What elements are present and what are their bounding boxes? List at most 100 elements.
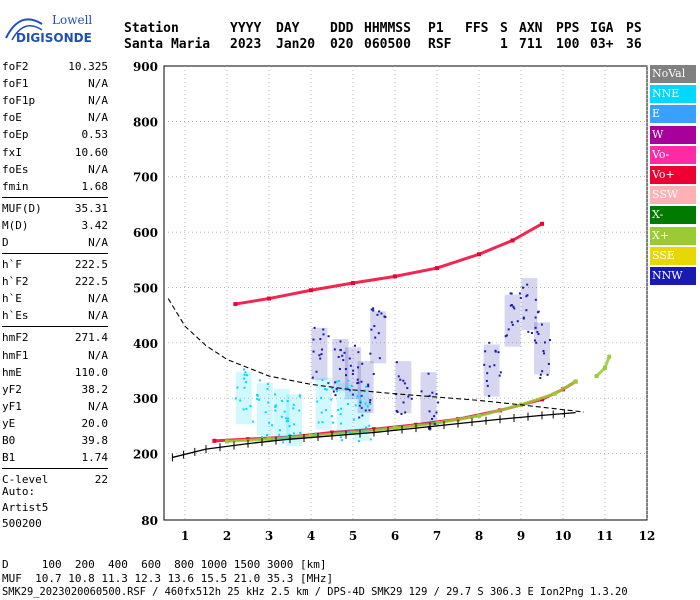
echo-point: [340, 407, 343, 410]
echo-point: [327, 335, 330, 338]
echo-point: [331, 421, 334, 424]
echo-point: [368, 401, 371, 404]
param-md: M(D) 3.42: [2, 217, 108, 234]
echo-cloud: [256, 383, 273, 436]
echo-point: [312, 338, 315, 341]
echo-point: [258, 379, 261, 382]
echo-point: [285, 437, 288, 440]
param-he: h`E N/A: [2, 290, 108, 307]
x-tick-label: 5: [349, 529, 357, 543]
param-name: yF1: [2, 399, 22, 413]
echo-point: [437, 401, 440, 404]
echo-point: [357, 366, 360, 369]
echo-point: [274, 404, 277, 407]
auto-label: Auto:: [2, 485, 36, 498]
echo-point: [288, 434, 291, 437]
param-value: 39.8: [81, 434, 109, 448]
echo-point: [370, 328, 373, 331]
echo-point: [505, 334, 508, 337]
echo-point: [402, 379, 405, 382]
param-name: fxI: [2, 145, 22, 159]
echo-point: [360, 394, 363, 397]
echo-point: [527, 330, 530, 333]
echo-point: [335, 380, 338, 383]
echo-point: [332, 390, 335, 393]
hdr-value-ddd: 020: [330, 37, 354, 52]
param-value: 10.60: [74, 145, 108, 159]
echo-point: [339, 422, 342, 425]
param-value: N/A: [88, 292, 108, 306]
x-tick-label: 10: [555, 529, 572, 543]
echo-point: [542, 349, 545, 352]
param-value: 271.4: [74, 331, 108, 345]
echo-point: [280, 436, 283, 439]
echo-point: [298, 395, 301, 398]
hdr-label-p1: P1: [428, 21, 444, 36]
param-name: hmE: [2, 365, 22, 379]
echo-point: [397, 375, 400, 378]
echo-point: [298, 394, 301, 397]
echo-point: [358, 404, 361, 407]
param-name: foE: [2, 111, 22, 125]
param-value: 1.74: [81, 451, 109, 465]
legend-vo: Vo+: [650, 165, 696, 184]
param-hes: h`Es N/A: [2, 307, 108, 324]
param-name: hmF2: [2, 331, 29, 345]
echo-point: [341, 354, 344, 357]
hdr-value-p1: RSF: [428, 37, 452, 52]
param-name: foF1p: [2, 94, 36, 108]
y-tick-label: 400: [133, 337, 158, 351]
echo-point: [365, 426, 368, 429]
echo-point: [266, 434, 269, 437]
echo-point: [319, 338, 322, 341]
param-name: yF2: [2, 382, 22, 396]
echo-point: [518, 292, 521, 295]
echo-point: [360, 406, 363, 409]
echo-point: [343, 351, 346, 354]
param-ye: yE 20.0: [2, 415, 108, 432]
param-name: fmin: [2, 179, 29, 193]
echo-point: [287, 420, 290, 423]
echo-point: [368, 409, 371, 412]
legend-e: E: [650, 105, 696, 124]
echo-point: [252, 420, 255, 423]
echo-point: [266, 383, 269, 386]
echo-point: [509, 304, 512, 307]
echo-point: [315, 370, 318, 373]
param-fof1p: foF1p N/A: [2, 92, 108, 109]
param-value: 22: [94, 473, 108, 487]
echo-point: [535, 341, 538, 344]
param-value: 3.42: [81, 218, 109, 232]
echo-point: [245, 407, 248, 410]
param-d: D N/A: [2, 234, 108, 251]
echo-point: [368, 424, 371, 427]
footer-muf: MUF 10.7 10.8 11.3 12.3 13.6 15.5 21.0 3…: [2, 572, 334, 585]
param-value: N/A: [88, 111, 108, 125]
echo-point: [376, 313, 379, 316]
x-tick-label: 4: [307, 529, 315, 543]
echo-point: [431, 391, 434, 394]
hdr-label-s: S: [500, 21, 508, 36]
echo-point: [350, 384, 353, 387]
echo-point: [327, 382, 330, 385]
param-value: 222.5: [74, 275, 108, 289]
echo-point: [354, 404, 357, 407]
echo-point: [242, 408, 245, 411]
echo-cloud: [420, 372, 437, 425]
hdr-value-s: 1: [500, 37, 508, 52]
echo-point: [288, 425, 291, 428]
echo-point: [319, 357, 322, 360]
param-value: 10.325: [68, 60, 108, 74]
echo-point: [274, 393, 277, 396]
echo-point: [488, 365, 491, 368]
echo-point: [318, 354, 321, 357]
echo-point: [283, 410, 286, 413]
echo-point: [369, 352, 372, 355]
echo-point: [534, 298, 537, 301]
echo-point: [407, 395, 410, 398]
logo-line1: Lowell: [52, 13, 92, 27]
model-dashed-curve: [167, 298, 585, 413]
param-name: h`F2: [2, 275, 29, 289]
echo-point: [364, 409, 367, 412]
echo-point: [435, 393, 438, 396]
